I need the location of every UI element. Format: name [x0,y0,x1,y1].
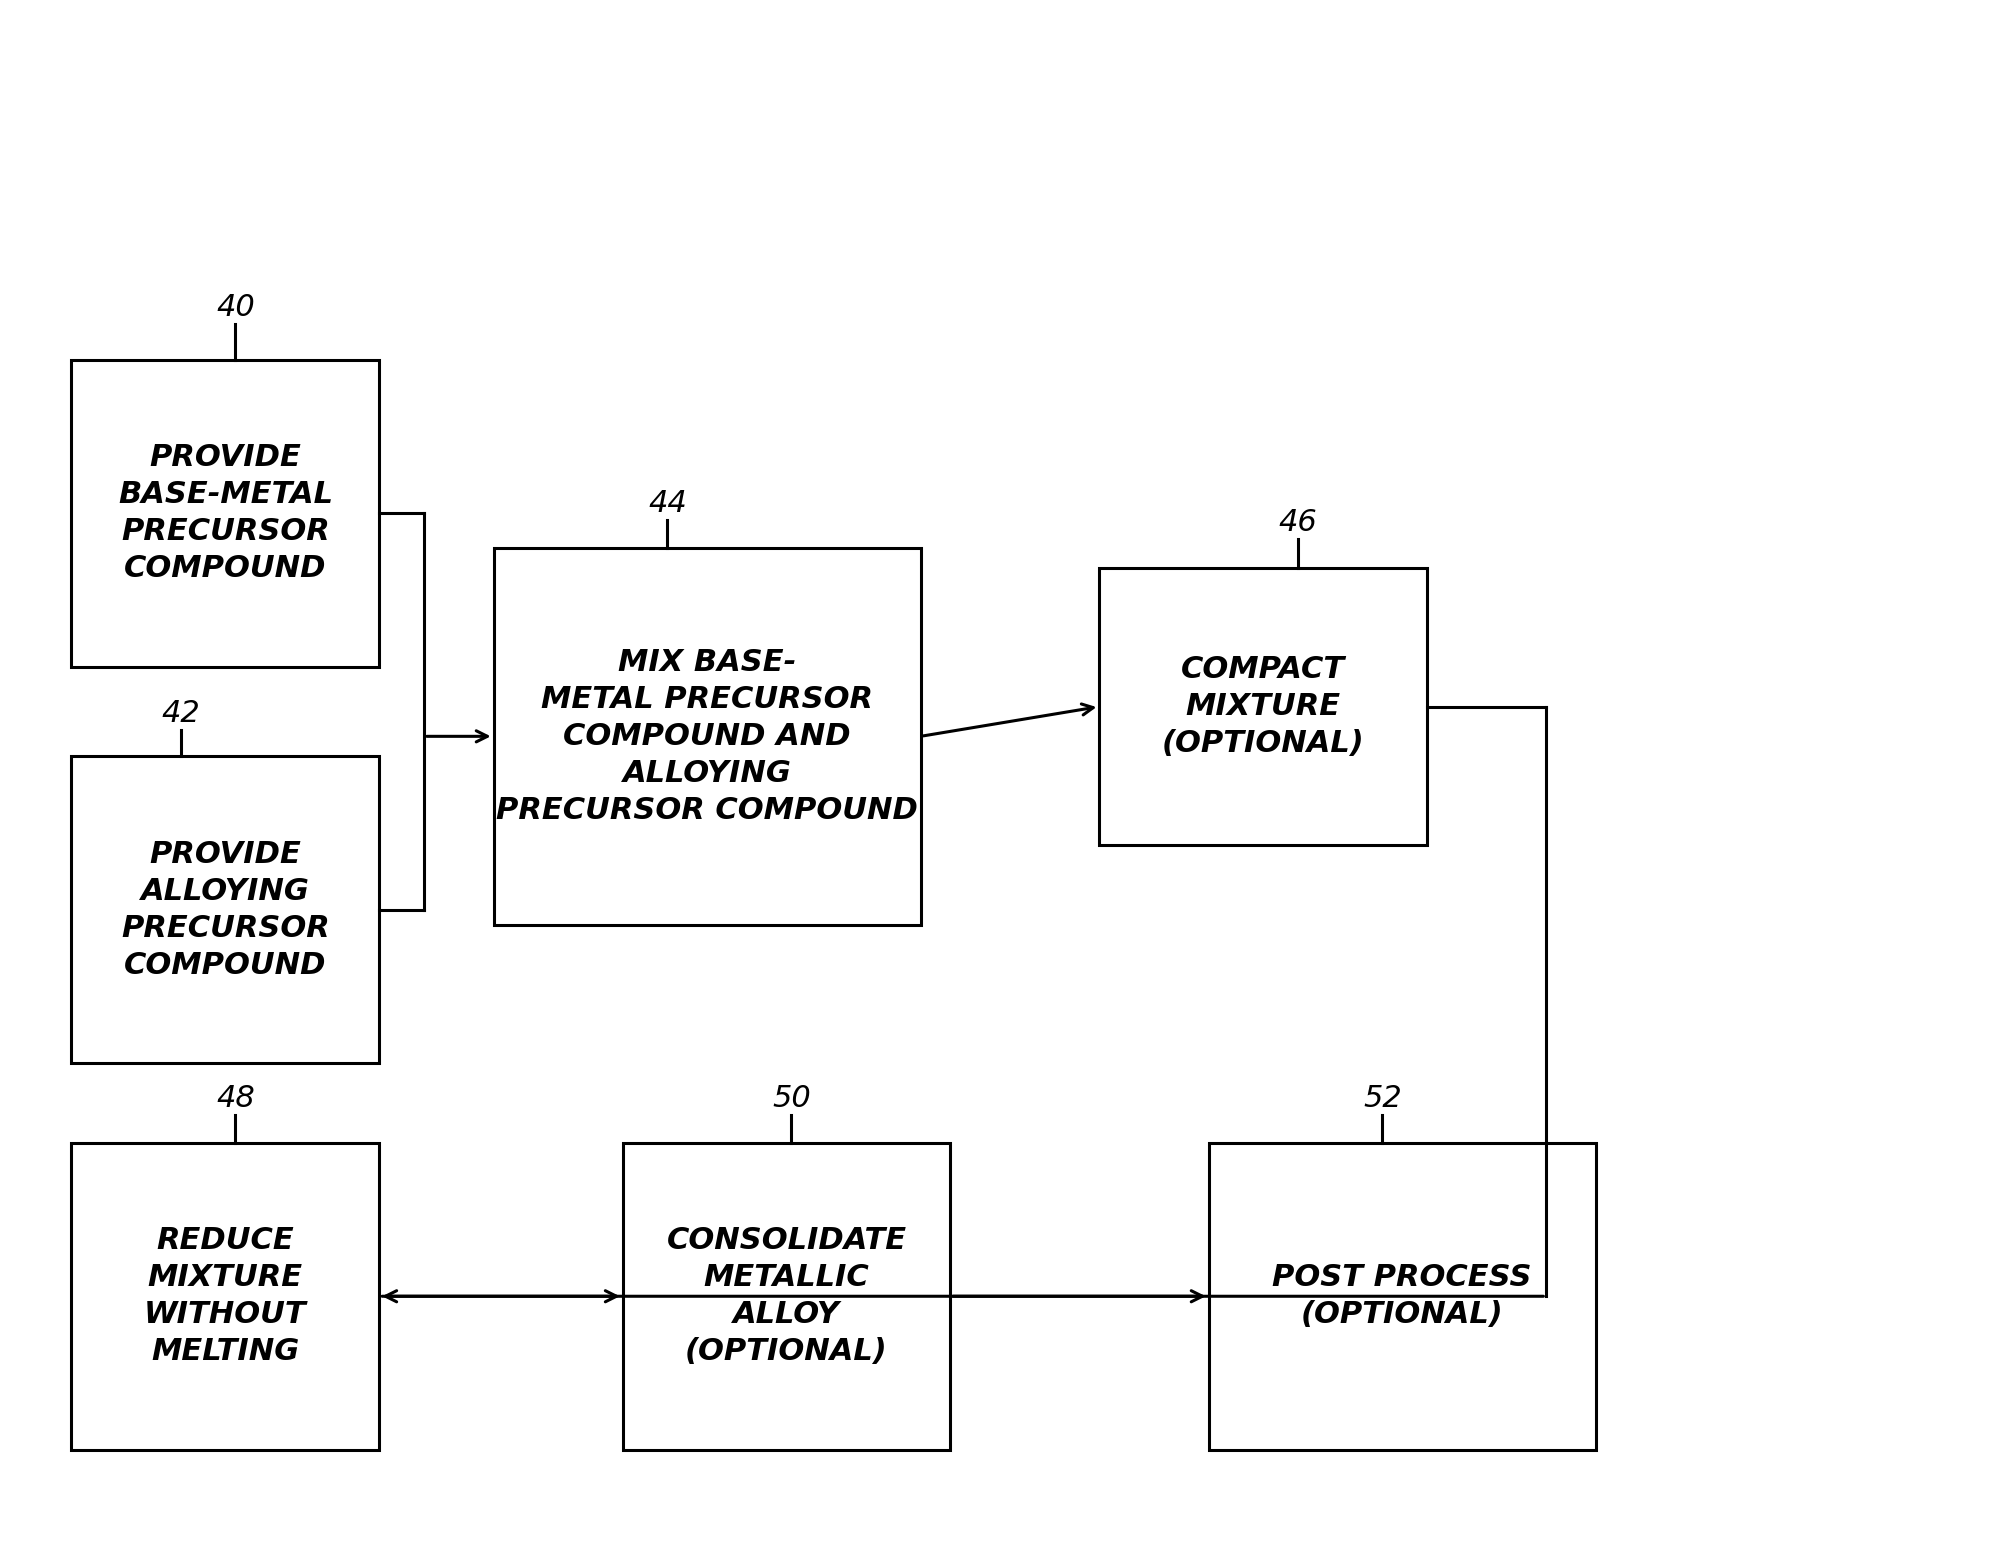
Text: 46: 46 [1278,509,1318,536]
Text: CONSOLIDATE
METALLIC
ALLOY
(OPTIONAL): CONSOLIDATE METALLIC ALLOY (OPTIONAL) [667,1226,907,1367]
Text: 48: 48 [216,1084,254,1113]
Text: 42: 42 [162,699,200,728]
Text: POST PROCESS
(OPTIONAL): POST PROCESS (OPTIONAL) [1272,1263,1532,1330]
Text: PROVIDE
BASE-METAL
PRECURSOR
COMPOUND: PROVIDE BASE-METAL PRECURSOR COMPOUND [118,444,332,583]
Bar [72,1142,379,1450]
Text: PROVIDE
ALLOYING
PRECURSOR
COMPOUND: PROVIDE ALLOYING PRECURSOR COMPOUND [120,839,330,980]
Bar [1208,1142,1596,1450]
Bar [1100,567,1426,846]
Text: 50: 50 [771,1084,811,1113]
Bar [72,360,379,666]
Text: 44: 44 [647,489,687,518]
Bar [493,547,921,925]
Text: 52: 52 [1362,1084,1402,1113]
Bar [72,756,379,1064]
Text: 40: 40 [216,294,254,322]
Text: COMPACT
MIXTURE
(OPTIONAL): COMPACT MIXTURE (OPTIONAL) [1162,656,1364,758]
Text: MIX BASE-
METAL PRECURSOR
COMPOUND AND
ALLOYING
PRECURSOR COMPOUND: MIX BASE- METAL PRECURSOR COMPOUND AND A… [497,648,917,826]
Bar [623,1142,949,1450]
Text: REDUCE
MIXTURE
WITHOUT
MELTING: REDUCE MIXTURE WITHOUT MELTING [144,1226,306,1367]
